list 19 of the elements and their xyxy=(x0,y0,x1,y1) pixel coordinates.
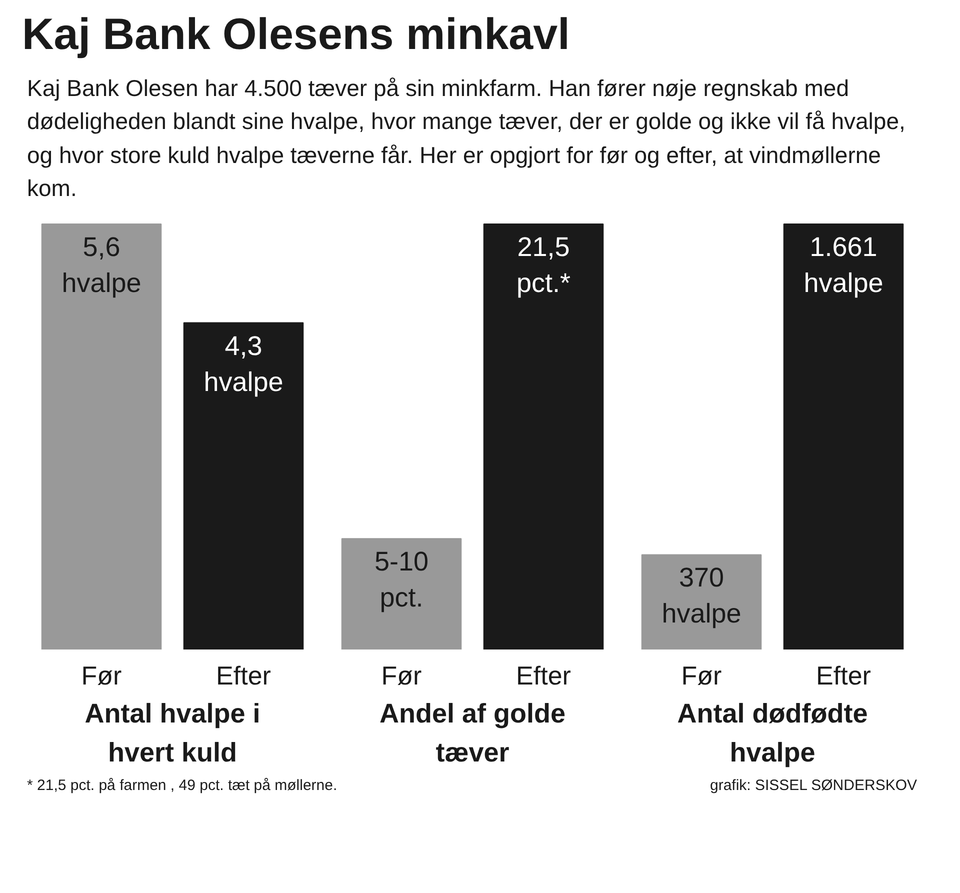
x-tick-label: Efter xyxy=(216,660,272,691)
x-tick-label: Efter xyxy=(516,660,572,691)
data-label: 21,5 pct.* xyxy=(516,232,572,298)
x-tick-label: Efter xyxy=(816,660,872,691)
x-tick-label: Før xyxy=(81,660,122,691)
data-label: 5-10 pct. xyxy=(374,546,429,613)
data-label: 1.661 hvalpe xyxy=(804,232,884,298)
text: * 21,5 pct. på farmen , 49 pct. tæt på møllerne. xyxy=(27,776,338,796)
chart-title: Kaj Bank Olesens minkavl xyxy=(22,9,570,61)
text: grafik: SISSEL SØNDERSKOV xyxy=(710,776,917,796)
data-label: 4,3 hvalpe xyxy=(204,331,284,398)
data-label: 5,6 hvalpe xyxy=(62,232,142,298)
text: Kaj Bank Olesen har 4.500 tæver på sin minkfarm. Han fører nøje regnskab med dødeligheden blandt sine hvalpe, hvor mange tæver, der er golde og ikke vil få hvalpe, og hvor store kuld hvalpe tæverne får. Her er opgjort for før og efter, at vindmøllerne kom. xyxy=(27,74,906,203)
x-tick-label: Før xyxy=(381,660,422,691)
x-tick-label: Før xyxy=(681,660,722,691)
x-axis-title: Andel af golde tæver xyxy=(379,698,566,768)
x-axis-title: Antal dødfødte hvalpe xyxy=(677,698,868,768)
x-axis-title: Antal hvalpe i hvert kuld xyxy=(84,698,260,768)
data-label: 370 hvalpe xyxy=(662,562,742,629)
